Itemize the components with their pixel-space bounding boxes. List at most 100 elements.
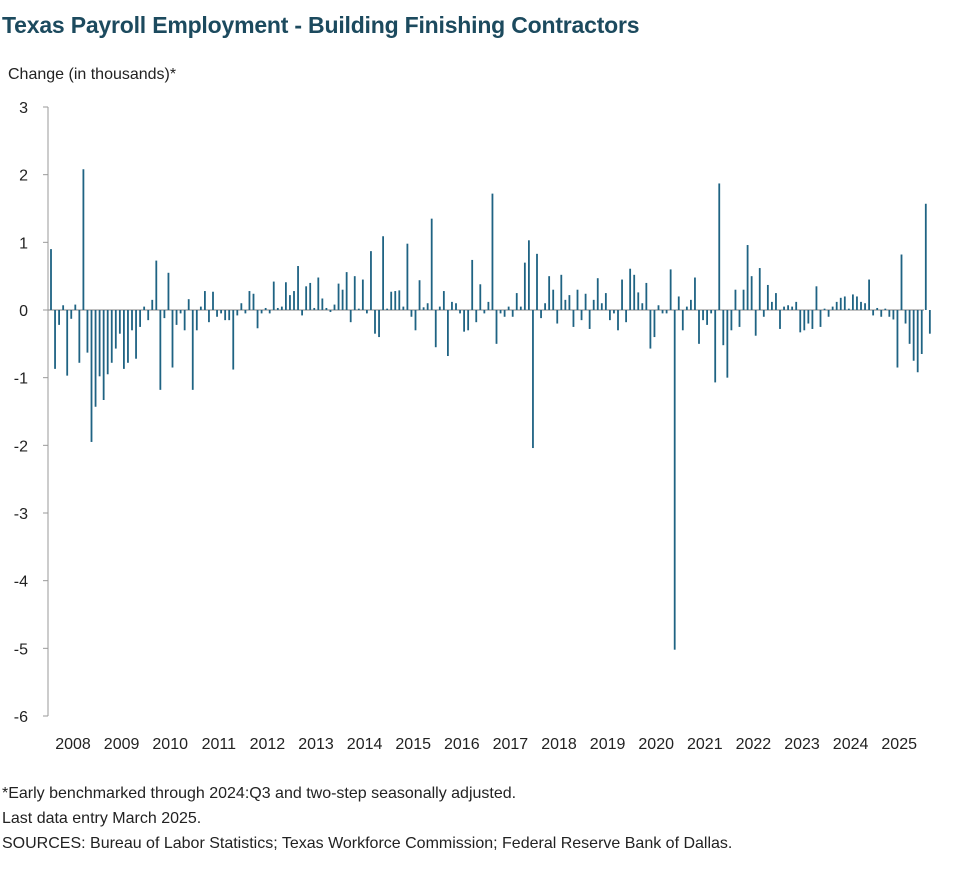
bar: [357, 308, 360, 310]
bar: [596, 278, 599, 310]
bar: [98, 310, 101, 377]
bar: [536, 253, 538, 310]
bar: [592, 299, 595, 310]
bar: [876, 307, 879, 310]
bar: [576, 289, 579, 310]
x-tick-label: 2013: [298, 736, 334, 753]
bar: [447, 310, 449, 357]
bar: [252, 293, 255, 310]
x-tick-label: 2009: [104, 736, 140, 753]
bar: [657, 305, 660, 310]
x-tick-label: 2021: [687, 736, 723, 753]
bar: [147, 310, 150, 321]
bar: [738, 310, 741, 327]
bar: [730, 310, 733, 331]
x-tick-label: 2016: [444, 736, 480, 753]
bar: [305, 286, 308, 310]
bar: [706, 310, 708, 325]
bar: [771, 301, 773, 310]
bar: [297, 266, 299, 310]
bar: [698, 310, 700, 344]
bar: [819, 310, 822, 327]
bar: [742, 289, 745, 310]
bar: [754, 310, 757, 336]
bar: [860, 301, 862, 310]
bar: [313, 307, 316, 310]
bar: [289, 295, 291, 310]
axis-layer: [43, 106, 924, 717]
bar: [434, 310, 437, 348]
bar: [815, 286, 818, 310]
x-tick-label: 2022: [736, 736, 772, 753]
bar: [758, 268, 761, 310]
bar: [762, 310, 765, 317]
bar: [920, 310, 923, 354]
bar: [70, 310, 73, 319]
bar: [669, 269, 672, 310]
bar: [90, 310, 93, 442]
bar: [568, 295, 571, 310]
bar: [131, 310, 133, 331]
chart: 3 2 1 0 -1 -2 -3 -4 -5 -6 2008 2009 2010 2011 2012 2013…: [14, 100, 931, 753]
bar: [827, 310, 830, 317]
bar: [212, 291, 214, 310]
bar: [199, 306, 202, 310]
bar: [406, 243, 409, 310]
y-tick-label: -3: [14, 506, 28, 523]
x-tick-label: 2018: [541, 736, 577, 753]
bar: [78, 310, 81, 363]
bar: [795, 301, 798, 310]
bar: [653, 310, 656, 338]
bar: [835, 301, 838, 310]
bar: [123, 310, 125, 369]
bar: [621, 279, 623, 310]
bar: [928, 310, 931, 334]
bar: [799, 310, 802, 333]
chart-title: Texas Payroll Employment - Building Fini…: [2, 12, 640, 38]
bar: [171, 310, 174, 368]
bar: [892, 310, 895, 320]
bar: [264, 307, 267, 310]
bar: [750, 276, 753, 310]
bar: [507, 306, 510, 310]
bar: [552, 289, 555, 310]
bar: [135, 310, 137, 359]
bar: [864, 303, 866, 310]
bar: [167, 272, 170, 310]
bar: [459, 310, 461, 314]
bar: [556, 310, 559, 324]
bar: [175, 310, 178, 325]
bar: [856, 296, 858, 310]
bar: [309, 282, 312, 310]
bar: [402, 306, 405, 310]
bar: [398, 290, 401, 310]
bar: [511, 310, 514, 317]
bar: [702, 310, 704, 321]
y-tick-label: 1: [19, 235, 28, 252]
y-tick-label: -6: [14, 709, 28, 726]
bar: [884, 308, 887, 310]
bar: [665, 310, 668, 314]
bar: [649, 310, 652, 349]
bar: [228, 310, 231, 321]
bar: [613, 310, 615, 314]
bar: [908, 310, 911, 344]
bar: [843, 296, 846, 310]
bar: [74, 304, 77, 310]
bar: [82, 169, 85, 310]
bar: [633, 274, 636, 310]
bar: [118, 310, 121, 334]
bar: [528, 240, 530, 310]
bar: [370, 251, 372, 310]
bar: [280, 306, 283, 310]
bar: [710, 310, 713, 314]
bar: [240, 303, 243, 310]
bar: [604, 293, 607, 310]
x-tick-label: 2025: [881, 736, 917, 753]
bar: [361, 279, 364, 310]
bar: [523, 262, 526, 310]
bar: [803, 310, 806, 331]
bar: [187, 299, 190, 310]
y-tick-label: 0: [19, 303, 28, 320]
bar: [673, 310, 676, 650]
